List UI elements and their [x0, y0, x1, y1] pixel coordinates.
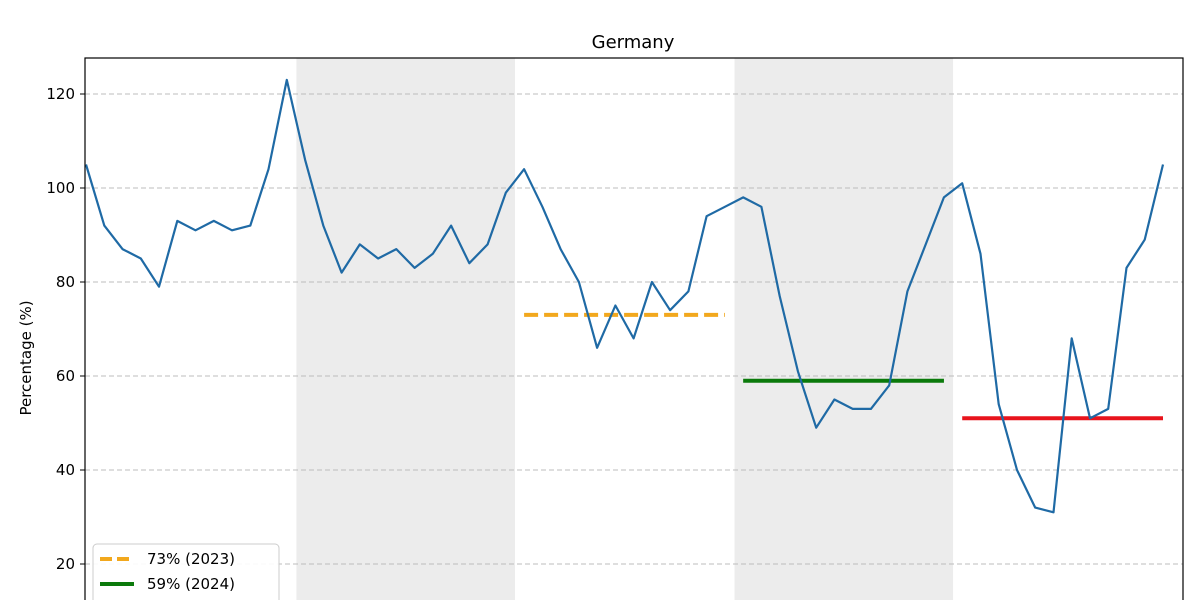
- legend-label-2: 59% (2024): [147, 575, 235, 593]
- ytick-label-120: 120: [46, 85, 75, 103]
- ytick-label-100: 100: [46, 179, 75, 197]
- y-axis-ticks: 20 40 60 80 100 120: [46, 85, 85, 573]
- y-gridlines: [85, 93, 1183, 565]
- legend-label-1: 73% (2023): [147, 550, 235, 568]
- shaded-periods: [296, 58, 954, 600]
- chart-title: Germany: [592, 32, 675, 53]
- series-lines: [84, 78, 1165, 514]
- plot-frame: [84, 57, 1184, 600]
- series-line-1: [84, 78, 1165, 514]
- ytick-label-60: 60: [56, 367, 75, 385]
- y-axis-label: Percentage (%): [17, 300, 35, 415]
- ytick-label-40: 40: [56, 461, 75, 479]
- ytick-label-20: 20: [56, 555, 75, 573]
- legend: 73% (2023) 59% (2024): [92, 543, 280, 600]
- legend-box: [92, 543, 280, 600]
- shaded-period-1: [296, 58, 515, 600]
- ytick-label-80: 80: [56, 273, 75, 291]
- shaded-period-2: [734, 58, 954, 600]
